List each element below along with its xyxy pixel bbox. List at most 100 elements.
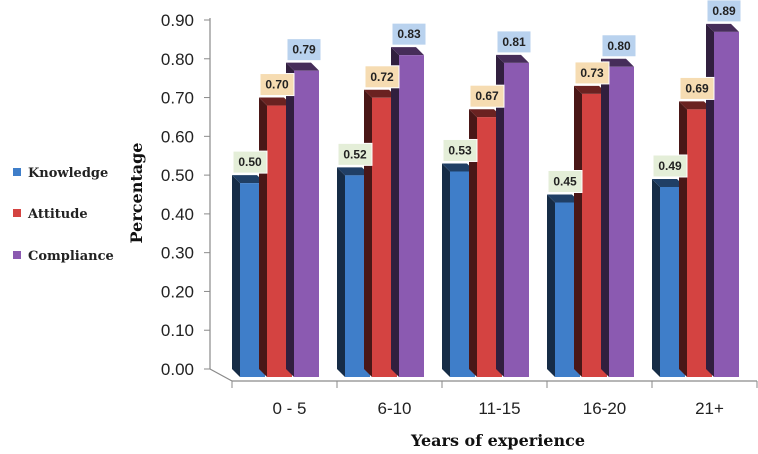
- data-label-attitude-3: 0.67: [469, 84, 505, 108]
- bar-top: [547, 194, 580, 203]
- bar-front: [714, 31, 739, 377]
- bar-side: [652, 178, 660, 377]
- y-tick-label: 0.20: [161, 282, 194, 301]
- bar-side: [601, 58, 609, 378]
- x-category-label: 21+: [695, 399, 724, 418]
- data-label-box: [232, 150, 268, 174]
- bar-side: [442, 163, 450, 377]
- legend-swatch: [13, 209, 21, 217]
- bar-compliance-3: [496, 54, 529, 378]
- legend-item-attitude: Attitude: [13, 207, 88, 222]
- bar-side: [679, 101, 687, 377]
- bar-side: [469, 109, 477, 377]
- data-label-box: [652, 154, 688, 178]
- data-label-box: [442, 138, 478, 162]
- bar-top: [469, 109, 502, 118]
- bar-compliance-1: [286, 62, 319, 378]
- data-label-value: 0.69: [685, 81, 709, 95]
- data-label-box: [469, 84, 505, 108]
- data-label-attitude-1: 0.70: [259, 73, 295, 97]
- data-labels: 0.50 0.70 0.79 0.52 0.72 0.83 0.53 0.67 0.81 0.45…: [232, 0, 742, 193]
- data-label-attitude-2: 0.72: [364, 65, 400, 89]
- bar-compliance-5: [706, 23, 739, 377]
- x-category-label: 11-15: [478, 399, 520, 418]
- data-label-value: 0.52: [343, 147, 367, 161]
- data-label-value: 0.49: [658, 159, 682, 173]
- data-label-attitude-4: 0.73: [574, 61, 610, 85]
- x-category-label: 6-10: [377, 399, 411, 418]
- data-label-value: 0.72: [370, 70, 394, 84]
- bar-top: [652, 178, 685, 187]
- data-label-value: 0.80: [607, 39, 631, 53]
- data-label-knowledge-3: 0.53: [442, 138, 478, 162]
- data-label-value: 0.67: [475, 89, 499, 103]
- legend-label: Knowledge: [28, 166, 108, 181]
- y-axis-title: Percentage: [127, 143, 146, 244]
- data-label-box: [286, 38, 322, 62]
- data-label-box: [574, 61, 610, 85]
- data-label-knowledge-5: 0.49: [652, 154, 688, 178]
- y-tick-label: 0.30: [161, 244, 194, 263]
- y-tick-label: 0.50: [161, 166, 194, 185]
- y-tick-label: 0.90: [161, 11, 194, 30]
- bar-side: [574, 85, 582, 377]
- bar-top: [679, 101, 712, 110]
- data-label-value: 0.50: [238, 155, 262, 169]
- bar-side: [286, 62, 294, 378]
- bar-side: [547, 194, 555, 377]
- data-label-box: [601, 34, 637, 58]
- x-axis-categories: 0 - 5 6-10 11-15 16-20 21+: [272, 399, 724, 418]
- y-axis-ticks: 0.00 0.10 0.20 0.30 0.40 0.50 0.60 0.70 0.80 0.90: [161, 11, 194, 379]
- data-label-compliance-2: 0.83: [391, 22, 427, 46]
- bar-compliance-2: [391, 47, 424, 378]
- x-category-label: 16-20: [583, 399, 626, 418]
- data-label-compliance-3: 0.81: [496, 30, 532, 54]
- data-label-box: [364, 65, 400, 89]
- data-label-box: [259, 73, 295, 97]
- bar-front: [294, 70, 319, 378]
- legend-label: Compliance: [28, 249, 114, 264]
- data-label-value: 0.79: [292, 43, 316, 57]
- data-label-box: [547, 170, 583, 193]
- legend-item-compliance: Compliance: [13, 249, 114, 264]
- data-label-knowledge-1: 0.50: [232, 150, 268, 174]
- bar-front: [399, 55, 424, 378]
- data-label-compliance-5: 0.89: [706, 0, 742, 23]
- data-label-attitude-5: 0.69: [679, 76, 715, 100]
- bar-top: [364, 89, 397, 98]
- data-label-knowledge-2: 0.52: [337, 142, 373, 166]
- bar-front: [609, 66, 634, 378]
- data-label-knowledge-4: 0.45: [547, 170, 583, 193]
- y-tick-label: 0.70: [161, 89, 194, 108]
- bar-top: [442, 163, 475, 172]
- data-label-value: 0.70: [265, 78, 289, 92]
- bar-top: [706, 23, 739, 32]
- bar-side: [232, 175, 240, 377]
- data-label-box: [391, 22, 427, 46]
- bar-side: [337, 167, 345, 377]
- bar-compliance-4: [601, 58, 634, 378]
- legend-swatch: [13, 251, 21, 259]
- bar-side: [391, 47, 399, 378]
- bar-top: [391, 47, 424, 56]
- x-axis-title: Years of experience: [410, 431, 585, 450]
- bars: [232, 23, 739, 378]
- y-tick-label: 0.00: [161, 360, 194, 379]
- data-label-value: 0.73: [580, 66, 604, 80]
- x-category-label: 0 - 5: [272, 399, 306, 418]
- bar-front: [504, 62, 529, 378]
- data-label-value: 0.53: [448, 143, 472, 157]
- bar-side: [706, 23, 714, 377]
- bar-top: [574, 85, 607, 94]
- y-tick-label: 0.40: [161, 205, 194, 224]
- bar-top: [286, 62, 319, 71]
- data-label-compliance-1: 0.79: [286, 38, 322, 62]
- bar-side: [259, 97, 267, 378]
- legend-item-knowledge: Knowledge: [13, 166, 108, 181]
- legend-swatch: [13, 168, 21, 176]
- bar-side: [496, 54, 504, 378]
- bar-top: [259, 97, 292, 106]
- data-label-value: 0.89: [712, 4, 736, 18]
- data-label-box: [496, 30, 532, 54]
